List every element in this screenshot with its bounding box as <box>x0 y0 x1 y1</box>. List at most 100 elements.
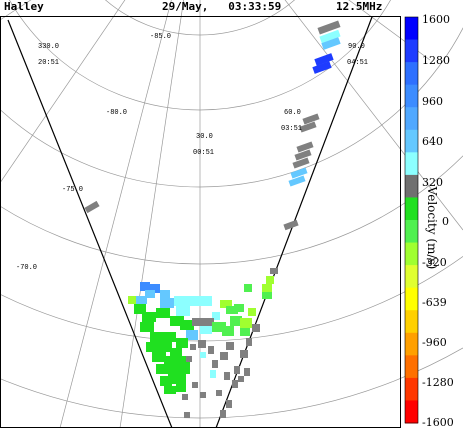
velocity-cell <box>200 352 206 358</box>
lat-label-70: -70.0 <box>16 264 38 272</box>
field-of-view-boundary <box>0 16 401 428</box>
velocity-cell <box>204 318 214 326</box>
velocity-cell <box>184 412 190 418</box>
colorbar-segment <box>405 355 418 379</box>
mlt-label-2051: 20:51 <box>38 59 60 67</box>
velocity-cell <box>135 296 147 304</box>
velocity-cell <box>240 350 248 358</box>
colorbar-segment <box>405 17 418 41</box>
velocity-cell <box>160 298 174 308</box>
colorbar-tick-label: -1600 <box>422 416 454 429</box>
colorbar-segment <box>405 107 418 131</box>
velocity-cell <box>240 328 250 336</box>
velocity-cell <box>150 332 164 342</box>
colorbar-segment <box>405 152 418 176</box>
velocity-cell <box>128 296 136 304</box>
velocity-cell <box>156 364 170 374</box>
velocity-cell <box>140 322 154 332</box>
colorbar-segment <box>405 220 418 244</box>
lat-label-80: -80.0 <box>106 109 128 117</box>
velocity-cell <box>296 141 314 153</box>
velocity-cell <box>164 356 178 366</box>
velocity-cell <box>188 296 200 306</box>
velocity-cell <box>244 284 252 292</box>
lon-label-90: 90.0 <box>348 43 365 51</box>
lat-label-85: -85.0 <box>150 33 172 41</box>
velocity-cell <box>312 61 332 74</box>
latitude-circle <box>0 27 463 188</box>
colorbar-tick-label: -320 <box>422 256 447 269</box>
velocity-cell <box>226 342 234 350</box>
lat-label-75: -75.0 <box>62 186 84 194</box>
velocity-cell <box>220 352 228 360</box>
velocity-cell <box>246 338 252 346</box>
velocity-cell <box>156 308 170 318</box>
colorbar-tick-label: -1280 <box>422 376 454 389</box>
velocity-cell <box>178 356 190 366</box>
velocity-cell <box>186 356 192 362</box>
colorbar <box>404 16 419 424</box>
colorbar-tick-label: 1280 <box>422 54 450 67</box>
velocity-cell <box>192 318 204 326</box>
colorbar-segment <box>405 332 418 356</box>
velocity-cell <box>248 308 256 316</box>
colorbar-segment <box>405 129 418 153</box>
station-name: Halley <box>4 0 44 13</box>
velocity-cell <box>230 316 242 326</box>
velocity-cell <box>220 300 232 308</box>
colorbar-segment <box>405 84 418 108</box>
velocity-cell <box>302 113 320 125</box>
colorbar-tick-label: 320 <box>422 176 443 189</box>
velocity-cell <box>200 296 212 306</box>
velocity-cell <box>317 20 341 35</box>
velocity-cell <box>212 312 220 320</box>
velocity-cell <box>226 306 238 314</box>
latitude-circle <box>0 155 463 265</box>
colorbar-tick-label: 640 <box>422 135 443 148</box>
velocity-cell <box>294 149 312 161</box>
velocity-cells <box>84 20 341 418</box>
velocity-cell <box>262 284 272 292</box>
velocity-cell <box>180 364 190 374</box>
frequency: 12.5MHz <box>336 0 383 13</box>
lon-label-30: 30.0 <box>196 133 213 141</box>
velocity-cell <box>192 382 198 388</box>
velocity-cell <box>292 157 310 169</box>
velocity-cell <box>299 121 317 133</box>
colorbar-segment <box>405 242 418 266</box>
latitude-circle <box>0 255 463 342</box>
mlt-label-0451: 04:51 <box>347 59 369 67</box>
velocity-cell <box>168 366 180 376</box>
velocity-cell <box>200 392 206 398</box>
velocity-cell <box>180 320 194 330</box>
velocity-cell <box>232 380 238 388</box>
colorbar-segment <box>405 310 418 334</box>
velocity-cell <box>174 296 188 306</box>
colorbar-segment <box>405 287 418 311</box>
velocity-cell <box>170 316 184 326</box>
velocity-cell <box>186 330 198 340</box>
velocity-cell <box>252 324 260 332</box>
colorbar-tick-label: 0 <box>442 215 449 228</box>
mlt-label-0051: 00:51 <box>193 149 215 157</box>
velocity-cell <box>222 326 234 336</box>
velocity-cell <box>319 29 341 44</box>
fov-left-edge <box>7 19 173 428</box>
mlt-label-0351: 03:51 <box>281 125 303 133</box>
colorbar-title: Velocity (m/s) <box>425 186 439 270</box>
velocity-cell <box>140 282 150 291</box>
velocity-cell <box>190 344 196 350</box>
velocity-cell <box>198 340 206 348</box>
lon-label-330: 330.0 <box>38 43 60 51</box>
lon-label-60: 60.0 <box>284 109 301 117</box>
velocity-cell <box>160 342 172 352</box>
colorbar-tick-label: -960 <box>422 336 447 349</box>
velocity-cell <box>224 372 230 380</box>
velocity-cell <box>290 167 308 179</box>
colorbar-tick-label: 960 <box>422 95 443 108</box>
velocity-cell <box>238 376 244 382</box>
velocity-cell <box>134 304 146 314</box>
velocity-cell <box>84 200 100 214</box>
